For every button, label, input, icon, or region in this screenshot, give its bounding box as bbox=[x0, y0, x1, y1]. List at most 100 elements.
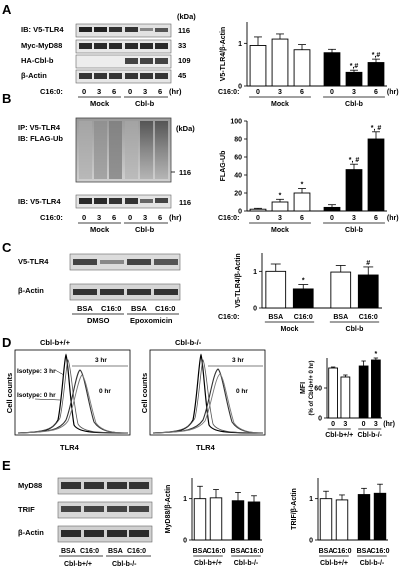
histogram-ylabel: Cell counts bbox=[140, 373, 149, 413]
panel-label-d: D bbox=[2, 335, 11, 350]
bar bbox=[328, 367, 338, 419]
blot-band bbox=[125, 43, 138, 49]
group-label: Cbl-b+/+ bbox=[64, 561, 92, 568]
category-label: 3 bbox=[352, 89, 356, 96]
category-label: C16:0 bbox=[370, 548, 389, 555]
panel-label-c: C bbox=[2, 240, 12, 255]
blot-band bbox=[79, 198, 92, 204]
blot-band bbox=[94, 198, 107, 204]
blot-band bbox=[61, 530, 81, 537]
blot-band bbox=[140, 199, 153, 203]
panel-label-e: E bbox=[2, 458, 11, 473]
time-label: 6 bbox=[158, 87, 162, 96]
group-label: Cbl-b-/- bbox=[360, 560, 385, 567]
kda-marker: 45 bbox=[178, 71, 186, 80]
category-label: 0 bbox=[362, 421, 366, 428]
group-label: DMSO bbox=[87, 316, 110, 325]
blot-label: IB: V5-TLR4 bbox=[21, 25, 64, 34]
time-label: 3 bbox=[143, 213, 147, 222]
row-label: C16:0: bbox=[218, 89, 239, 96]
blot-strip bbox=[69, 253, 181, 271]
blot-band bbox=[100, 289, 124, 295]
blot-strip bbox=[57, 477, 153, 495]
treatment-label: C16:0 bbox=[80, 548, 99, 555]
histogram-trace-isotype bbox=[152, 359, 264, 434]
y-axis-label: TRIF/β-Actin bbox=[291, 488, 298, 530]
y-axis-label: FLAG-Ub bbox=[220, 151, 227, 182]
blot-band bbox=[155, 28, 168, 32]
y-tick-label: 100 bbox=[230, 119, 242, 126]
category-label: 6 bbox=[374, 89, 378, 96]
blot-band bbox=[73, 289, 97, 295]
category-label: 0 bbox=[330, 215, 334, 222]
y-axis-label: V5-TLR4/β-Actin bbox=[220, 27, 227, 81]
histogram-annotation: 3 hr bbox=[232, 357, 244, 364]
category-label: BSA bbox=[319, 548, 334, 555]
bar bbox=[209, 497, 223, 541]
histogram-trace-sample bbox=[152, 368, 264, 434]
time-label: 6 bbox=[112, 87, 116, 96]
blot-smear-lane bbox=[125, 121, 138, 179]
y-tick-label: 0 bbox=[238, 84, 242, 91]
bar bbox=[357, 494, 371, 541]
y-tick-label: 1 bbox=[253, 269, 257, 276]
time-label: 6 bbox=[158, 213, 162, 222]
kda-header: (kDa) bbox=[177, 12, 196, 21]
group-label: Cbl-b+/+ bbox=[320, 560, 348, 567]
histogram-annotation: Isotype: 0 hr bbox=[17, 392, 56, 399]
y-tick-label: 40 bbox=[234, 173, 242, 180]
blot-label: β-Actin bbox=[18, 528, 44, 537]
group-label: Mock bbox=[90, 99, 110, 108]
group-label: Cbl-b bbox=[135, 225, 155, 234]
blot-band bbox=[100, 260, 124, 264]
kda-marker: 109 bbox=[178, 56, 191, 65]
group-label: Mock bbox=[271, 101, 289, 108]
group-label: Cbl-b bbox=[135, 99, 155, 108]
y-tick-label: 1 bbox=[309, 496, 313, 503]
blot-band bbox=[107, 482, 127, 489]
blot-band bbox=[125, 73, 138, 79]
time-label: 0 bbox=[82, 213, 86, 222]
group-label: Cbl-b bbox=[346, 326, 364, 333]
blot-smear-lane bbox=[155, 121, 168, 179]
group-label: Mock bbox=[271, 227, 289, 234]
blot-smear-lane bbox=[140, 121, 153, 179]
blot-band bbox=[94, 43, 107, 49]
category-label: 3 bbox=[278, 215, 282, 222]
bar bbox=[345, 71, 363, 87]
category-label: 3 bbox=[352, 215, 356, 222]
blot-band bbox=[154, 259, 178, 265]
category-label: BSA bbox=[268, 314, 283, 321]
group-label: Mock bbox=[90, 225, 110, 234]
category-label: 0 bbox=[330, 89, 334, 96]
kda-marker: 33 bbox=[178, 41, 186, 50]
bar bbox=[357, 274, 379, 309]
blot-band bbox=[125, 58, 138, 64]
blot-band bbox=[155, 198, 168, 203]
bar bbox=[323, 206, 341, 212]
blot-label: HA-Cbl-b bbox=[21, 56, 54, 65]
histogram-trace-isotype bbox=[17, 359, 129, 434]
category-label: 3 bbox=[374, 421, 378, 428]
panel-label-b: B bbox=[2, 91, 11, 106]
category-label: 6 bbox=[300, 215, 304, 222]
bar bbox=[319, 498, 333, 541]
bar bbox=[193, 498, 207, 541]
blot-label: TRIF bbox=[18, 505, 35, 514]
blot-band bbox=[129, 506, 149, 512]
blot-band bbox=[94, 27, 107, 32]
category-label: 3 bbox=[278, 89, 282, 96]
y-tick-label: 20 bbox=[234, 191, 242, 198]
blot-band bbox=[94, 73, 107, 79]
category-label: C16:0 bbox=[294, 314, 313, 321]
treatment-label: BSA bbox=[131, 304, 147, 313]
panel-d-histograms: Cbl-b+/+ Cbl-b-/- Cell counts TLR4 Isoty… bbox=[5, 338, 266, 452]
significance-mark: *, # bbox=[349, 157, 360, 164]
blot-band bbox=[154, 289, 178, 295]
y-tick-label: 0 bbox=[309, 538, 313, 545]
group-label: Cbl-b bbox=[345, 101, 363, 108]
histogram-annotation: 0 hr bbox=[99, 388, 111, 395]
treatment-label: BSA bbox=[77, 304, 93, 313]
